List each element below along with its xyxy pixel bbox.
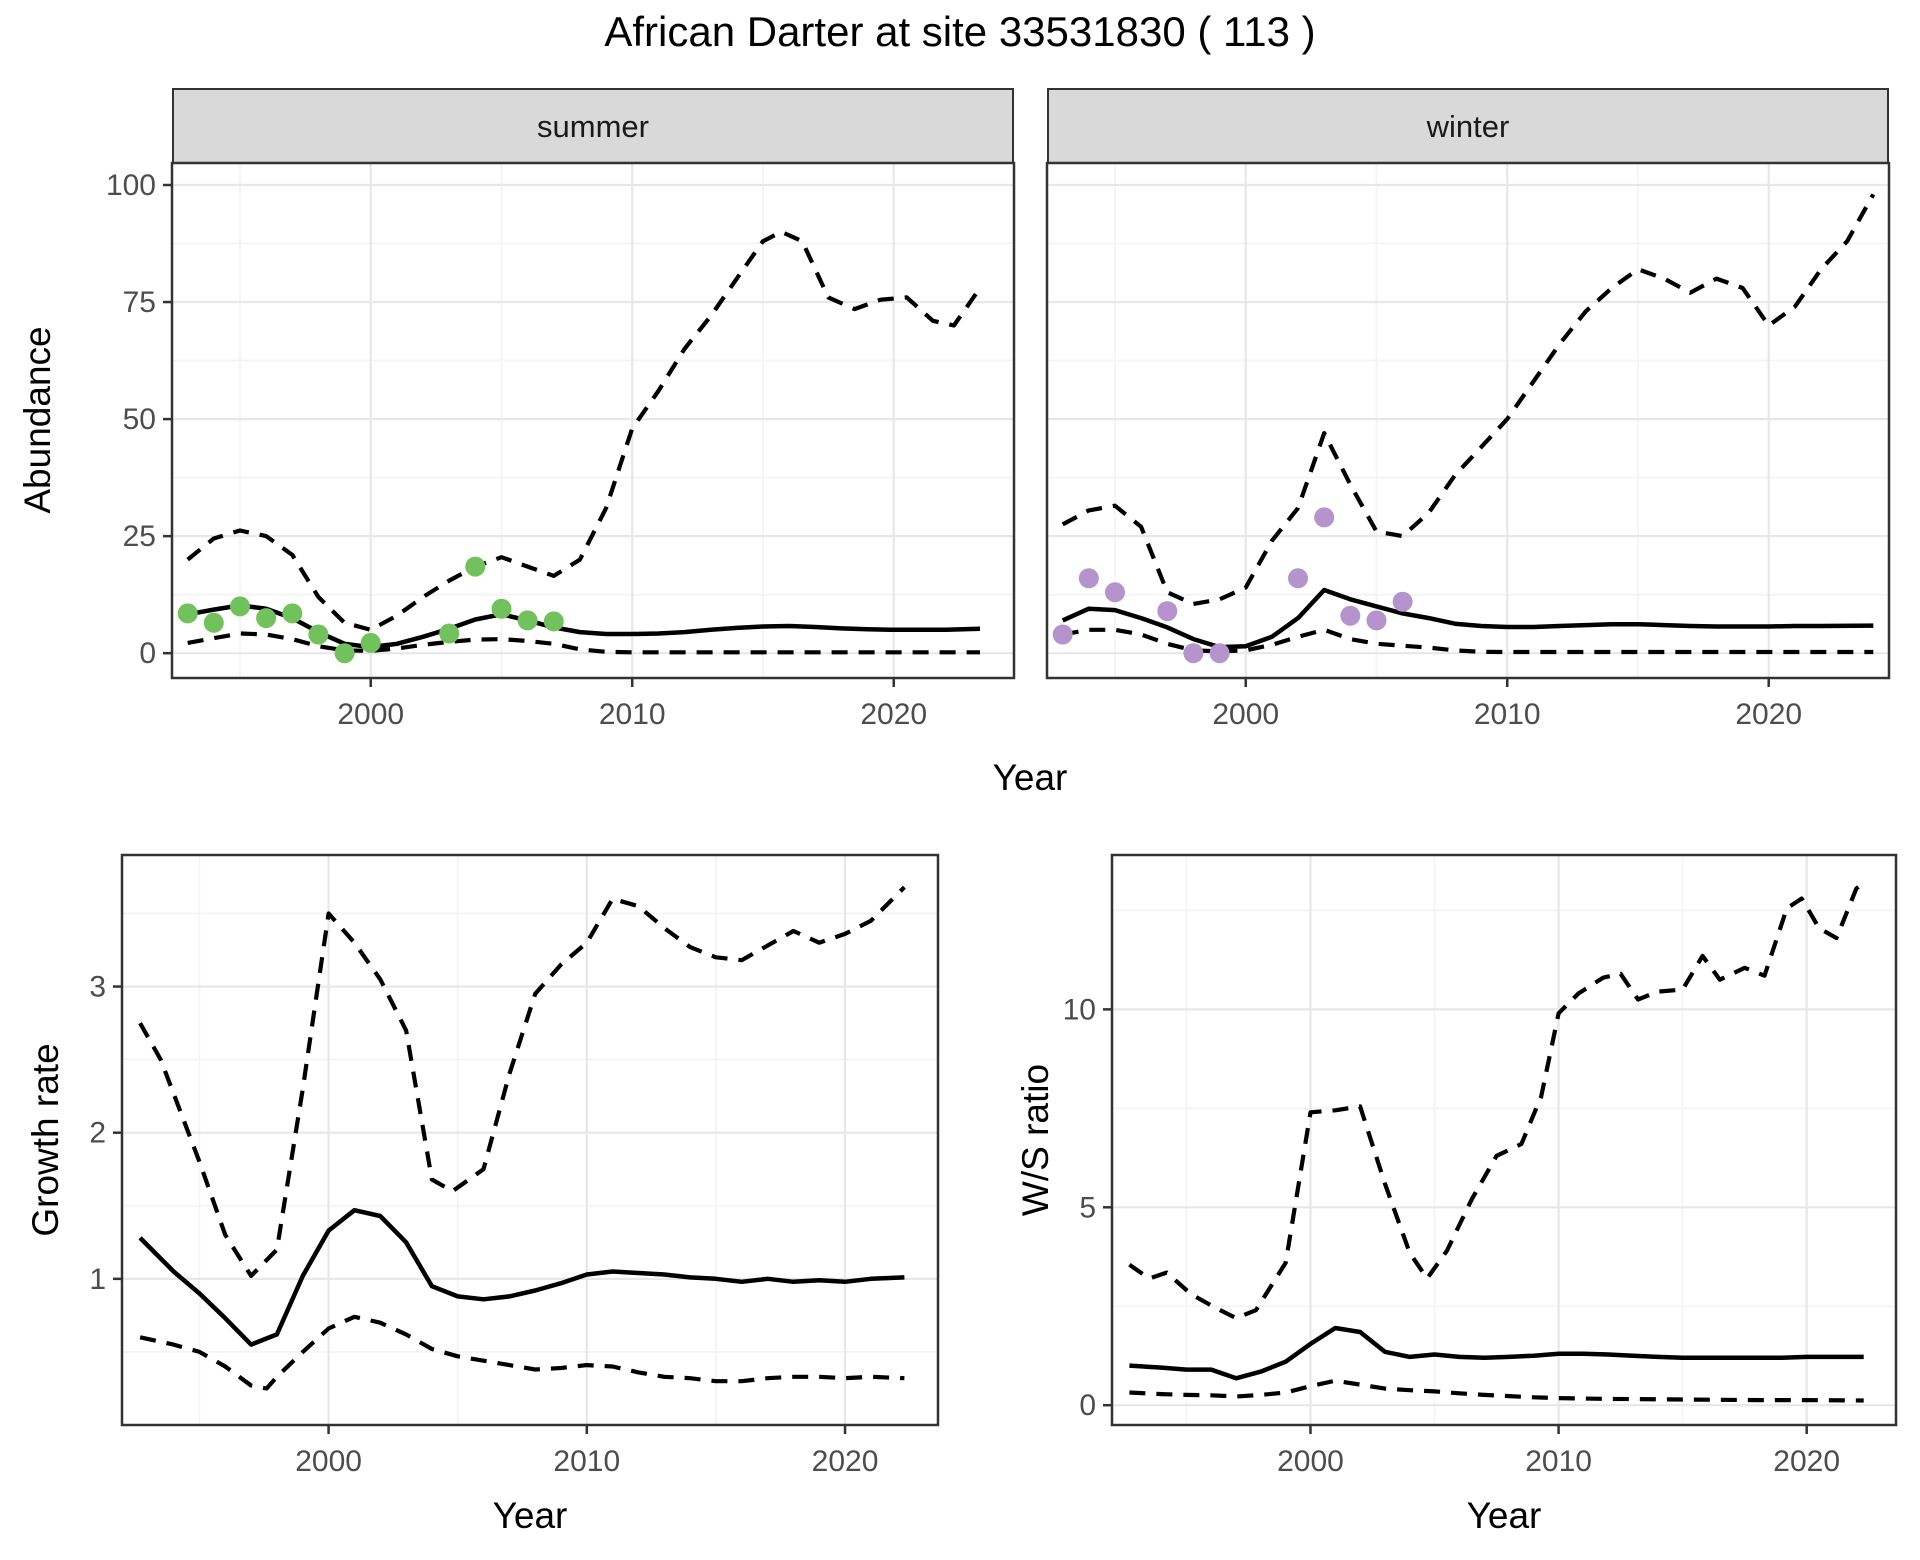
- upper-ci-line: [1128, 879, 1868, 1321]
- panel-background: [1047, 163, 1889, 678]
- observation-point: [1209, 643, 1230, 664]
- x-axis-ticks: 2000 2010 2020: [1212, 678, 1802, 731]
- x-tick-label: 2020: [812, 1445, 879, 1478]
- panel-border: [120, 853, 940, 1427]
- observation-point: [230, 596, 250, 617]
- figure-title: African Darter at site 33531830 ( 113 ): [604, 8, 1316, 55]
- facet-strip-summer-label: summer: [537, 108, 649, 144]
- panel-background: [172, 163, 1014, 678]
- upper-ci-line: [186, 229, 982, 632]
- y-tick-label: 100: [106, 169, 156, 202]
- lower-ci-line: [139, 1314, 905, 1391]
- observation-point: [1157, 601, 1178, 622]
- y-tick-label: 2: [89, 1117, 106, 1150]
- observation-point: [543, 611, 564, 632]
- observation-point: [491, 598, 512, 619]
- fit-line: [138, 1207, 905, 1347]
- observation-point: [256, 608, 277, 629]
- x-tick-label: 2020: [1773, 1445, 1840, 1478]
- y-tick-label: 25: [123, 520, 156, 553]
- panel-border: [170, 161, 1016, 680]
- abundance-axis-title: Abundance: [17, 326, 58, 514]
- facet-strip-winter-label: winter: [1426, 108, 1510, 144]
- y-tick-label: 1: [89, 1263, 106, 1296]
- observation-point: [1105, 582, 1125, 603]
- observation-point: [1078, 568, 1099, 589]
- fit-line: [1129, 1325, 1864, 1381]
- observation-point: [308, 624, 329, 645]
- x-axis-ticks: 2000 2010 2020: [337, 678, 927, 731]
- upper-ci-line: [138, 885, 906, 1278]
- grid-major: [1112, 855, 1896, 1425]
- x-tick-label: 2010: [1525, 1445, 1592, 1478]
- ws-ratio-plot: 2000 2010 2020 0 5 10: [1063, 853, 1898, 1478]
- x-tick-label: 2020: [1735, 698, 1802, 731]
- observation-point: [1392, 591, 1413, 612]
- growth-rate-plot: 2000 2010 2020 1 2 3: [89, 853, 940, 1478]
- x-tick-label: 2010: [599, 698, 666, 731]
- x-tick-label: 2000: [1212, 698, 1279, 731]
- panel-border: [1110, 853, 1898, 1427]
- panel-background: [1112, 855, 1896, 1425]
- abundance-summer-plot: 2000 2010 2020 0 25 50 75 100: [106, 161, 1016, 731]
- y-tick-label: 50: [123, 403, 156, 436]
- observation-point: [439, 623, 460, 644]
- observation-point: [1288, 568, 1308, 589]
- grid-major: [172, 163, 1014, 678]
- y-axis-ticks: 1 2 3: [89, 971, 122, 1296]
- x-tick-label: 2000: [337, 698, 404, 731]
- grid-minor: [172, 163, 1014, 678]
- observation-point: [465, 556, 486, 577]
- observation-point: [203, 612, 224, 633]
- facet-strip-winter: winter: [1047, 88, 1889, 165]
- y-tick-label: 75: [123, 286, 156, 319]
- y-axis-ticks: 0 25 50 75 100: [106, 169, 172, 670]
- facet-strip-summer: summer: [172, 88, 1014, 165]
- observation-point: [177, 603, 198, 624]
- x-tick-label: 2010: [1474, 698, 1541, 731]
- y-axis-ticks: 0 5 10: [1063, 993, 1112, 1422]
- x-axis-ticks: 2000 2010 2020: [295, 1425, 878, 1478]
- x-tick-label: 2010: [553, 1445, 620, 1478]
- observed-counts-summer: [177, 556, 564, 664]
- lower-ci-line: [1062, 627, 1874, 655]
- y-tick-label: 10: [1063, 993, 1096, 1026]
- x-tick-label: 2020: [860, 698, 927, 731]
- observation-point: [1052, 624, 1073, 645]
- growth-rate-x-axis-title: Year: [492, 1495, 568, 1536]
- lower-ci-line: [187, 631, 980, 655]
- observation-point: [1340, 605, 1361, 626]
- x-axis-ticks: 2000 2010 2020: [1277, 1425, 1840, 1478]
- grid-major: [1047, 163, 1889, 678]
- observation-point: [1183, 643, 1204, 664]
- upper-ci-line: [1061, 193, 1876, 607]
- ws-ratio-x-axis-title: Year: [1466, 1495, 1542, 1536]
- observation-point: [334, 643, 355, 664]
- y-tick-label: 0: [139, 637, 156, 670]
- observation-point: [282, 603, 303, 624]
- observation-point: [1314, 507, 1335, 528]
- x-tick-label: 2000: [295, 1445, 362, 1478]
- grid-minor: [1112, 855, 1896, 1425]
- panel-border: [1045, 161, 1891, 680]
- fit-line: [1061, 587, 1874, 650]
- y-tick-label: 0: [1079, 1389, 1096, 1422]
- observation-point: [1366, 610, 1387, 631]
- observed-counts-winter: [1052, 507, 1413, 664]
- y-tick-label: 5: [1079, 1191, 1096, 1224]
- observation-point: [360, 632, 381, 653]
- abundance-winter-plot: 2000 2010 2020: [1045, 161, 1891, 731]
- observation-point: [517, 610, 538, 631]
- y-tick-label: 3: [89, 971, 106, 1004]
- panel-background: [122, 855, 938, 1425]
- grid-minor: [122, 855, 938, 1425]
- x-tick-label: 2000: [1277, 1445, 1344, 1478]
- top-row-x-axis-title: Year: [992, 757, 1068, 798]
